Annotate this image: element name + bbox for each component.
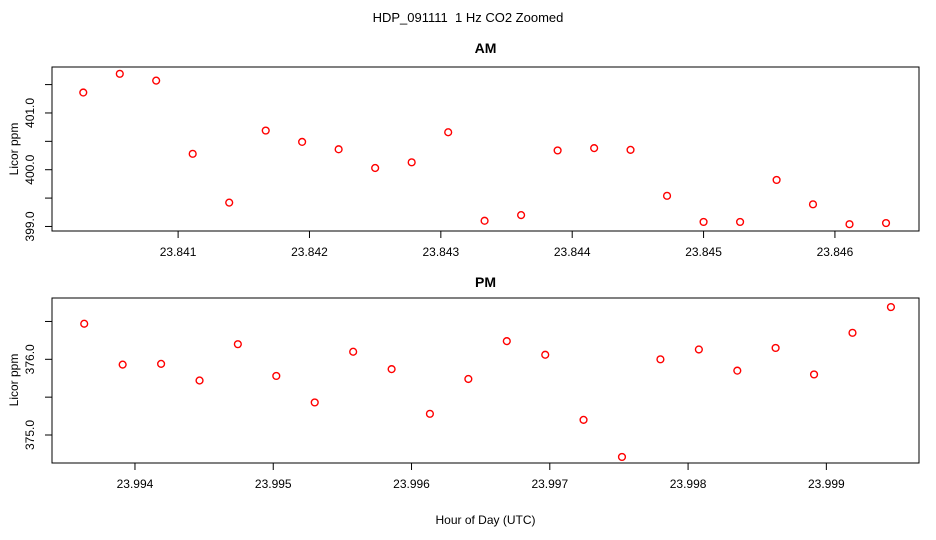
x-tick-label: 23.846 <box>817 245 854 259</box>
data-point <box>553 146 562 155</box>
data-point <box>808 200 818 209</box>
plot-box <box>51 297 920 464</box>
data-point <box>195 376 204 385</box>
data-point <box>310 398 319 407</box>
x-tick-label: 23.843 <box>422 245 459 259</box>
data-point <box>848 328 857 337</box>
data-point <box>349 347 358 356</box>
data-point <box>407 158 416 167</box>
x-tick-label: 23.999 <box>808 477 845 491</box>
data-point <box>626 145 635 154</box>
data-point <box>261 126 270 135</box>
panel-title-pm: PM <box>475 274 496 290</box>
data-point <box>233 340 242 349</box>
x-tick-label: 23.997 <box>531 477 568 491</box>
y-tick-label: 401.0 <box>23 98 37 128</box>
data-point <box>694 345 703 354</box>
x-tick-label: 23.994 <box>117 477 154 491</box>
data-point <box>387 365 396 374</box>
x-tick-label: 23.845 <box>685 245 722 259</box>
data-point <box>444 128 453 137</box>
data-point <box>881 218 891 228</box>
data-point <box>157 359 166 368</box>
data-point <box>656 355 665 364</box>
data-point <box>502 337 511 346</box>
y-tick-label: 376.0 <box>23 344 37 374</box>
x-tick-label: 23.842 <box>291 245 328 259</box>
x-tick-label: 23.998 <box>670 477 707 491</box>
data-point <box>272 371 281 381</box>
data-point <box>115 69 124 78</box>
data-point <box>464 374 473 384</box>
data-point <box>334 145 343 154</box>
data-point <box>886 302 896 312</box>
data-point <box>516 211 526 220</box>
data-point <box>579 415 588 424</box>
data-point <box>590 144 599 153</box>
data-point <box>480 216 489 225</box>
data-point <box>298 137 307 147</box>
data-point <box>771 343 780 353</box>
data-point <box>188 149 197 158</box>
y-tick-label: 400.0 <box>23 154 37 184</box>
data-point <box>371 163 380 173</box>
y-tick-label: 399.0 <box>23 211 37 241</box>
panel-title-am: AM <box>474 40 497 56</box>
y-tick-label: 375.0 <box>23 420 37 450</box>
data-point <box>662 191 672 200</box>
data-point <box>541 350 550 359</box>
data-point <box>733 366 742 375</box>
x-axis-label: Hour of Day (UTC) <box>435 513 536 527</box>
data-point <box>80 319 89 328</box>
data-point <box>118 360 127 369</box>
x-tick-label: 23.841 <box>160 245 197 259</box>
data-point <box>425 409 435 418</box>
data-point <box>735 217 745 227</box>
data-point <box>772 175 781 185</box>
data-point <box>809 370 819 379</box>
figure-title: HDP_091111 1 Hz CO2 Zoomed <box>372 10 564 25</box>
data-point <box>617 452 627 462</box>
plot-box <box>51 66 920 232</box>
data-point <box>79 88 88 97</box>
x-tick-label: 23.844 <box>554 245 591 259</box>
x-tick-label: 23.996 <box>393 477 430 491</box>
data-point <box>699 217 708 227</box>
x-tick-label: 23.995 <box>255 477 292 491</box>
data-point <box>845 220 854 229</box>
data-point <box>152 76 161 85</box>
data-point <box>225 198 234 207</box>
